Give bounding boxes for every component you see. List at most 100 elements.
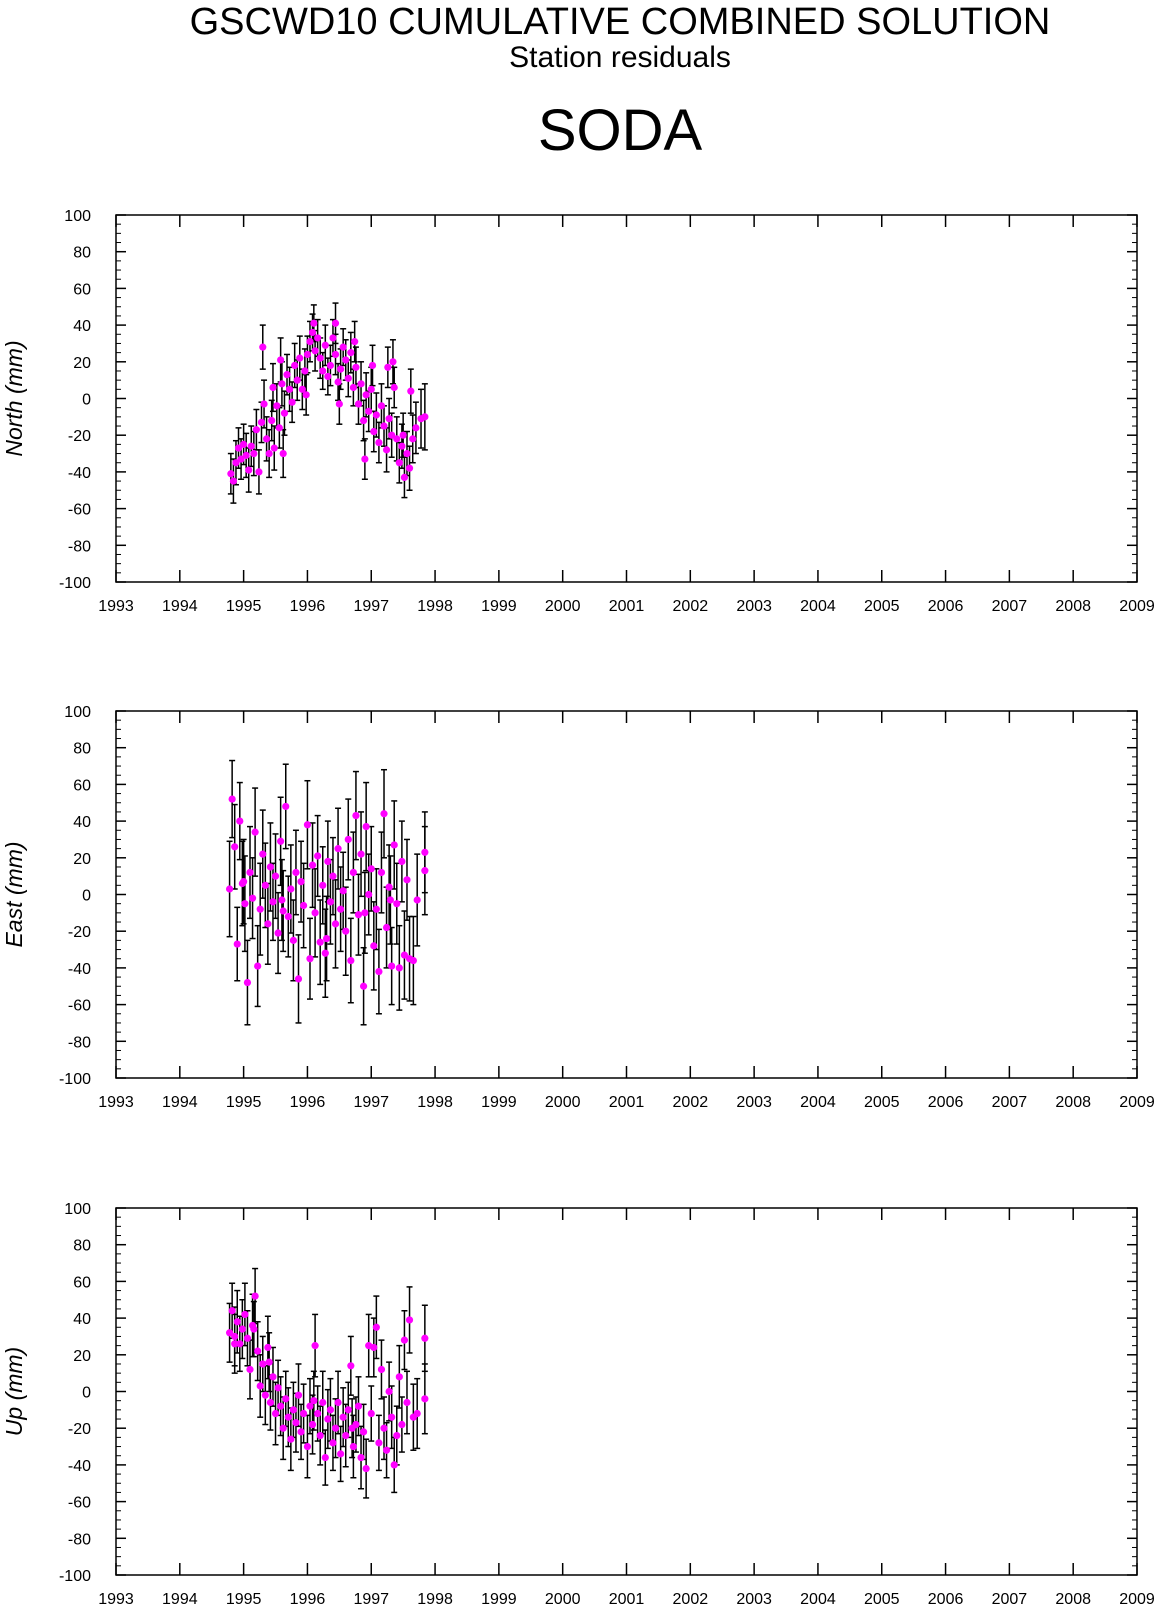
data-point bbox=[232, 459, 240, 467]
data-point bbox=[413, 896, 421, 904]
data-point bbox=[306, 338, 314, 346]
data-point bbox=[329, 872, 337, 880]
data-point bbox=[261, 881, 269, 889]
x-tick-label: 1999 bbox=[481, 1591, 517, 1608]
data-point bbox=[331, 1424, 340, 1432]
data-point bbox=[334, 845, 342, 853]
data-point bbox=[240, 440, 248, 448]
y-tick-label: -40 bbox=[68, 465, 91, 482]
data-point bbox=[264, 920, 272, 928]
data-point bbox=[279, 1424, 287, 1432]
data-point bbox=[399, 431, 407, 439]
data-point bbox=[337, 1450, 345, 1458]
data-point bbox=[347, 349, 355, 357]
data-point bbox=[393, 1431, 401, 1440]
y-tick-label: 0 bbox=[82, 888, 91, 905]
x-tick-label: 2007 bbox=[992, 1591, 1028, 1608]
x-tick-label: 2001 bbox=[609, 598, 645, 615]
data-point bbox=[412, 424, 420, 432]
x-tick-label: 1995 bbox=[226, 598, 262, 615]
data-point bbox=[321, 949, 329, 957]
data-point bbox=[380, 422, 388, 430]
data-point bbox=[370, 427, 378, 436]
data-point bbox=[256, 905, 264, 913]
data-point bbox=[367, 1409, 375, 1418]
y-tick-label: 40 bbox=[73, 814, 91, 831]
data-point bbox=[270, 444, 278, 452]
x-tick-label: 2004 bbox=[800, 598, 836, 615]
data-point bbox=[240, 878, 248, 886]
data-point bbox=[273, 402, 281, 410]
data-point bbox=[257, 418, 266, 426]
x-tick-label: 2000 bbox=[545, 1591, 581, 1608]
x-tick-label: 1995 bbox=[226, 1094, 262, 1111]
data-point bbox=[266, 863, 275, 871]
data-point bbox=[269, 898, 277, 906]
data-point bbox=[271, 872, 280, 880]
data-point bbox=[329, 1439, 337, 1447]
plot-frame bbox=[115, 214, 1138, 583]
data-point bbox=[331, 350, 340, 359]
data-point bbox=[289, 936, 297, 944]
data-point bbox=[362, 823, 370, 831]
data-point bbox=[367, 865, 375, 873]
data-point bbox=[367, 385, 375, 393]
data-point bbox=[403, 449, 411, 458]
data-point bbox=[421, 1395, 429, 1403]
data-point bbox=[308, 328, 317, 337]
data-point bbox=[361, 909, 369, 917]
data-point bbox=[228, 1307, 236, 1315]
data-point bbox=[259, 343, 267, 351]
data-point bbox=[326, 1406, 335, 1414]
data-point bbox=[375, 967, 383, 976]
data-point bbox=[298, 385, 306, 393]
y-tick-label: 40 bbox=[73, 1311, 91, 1328]
data-point bbox=[316, 1431, 324, 1440]
y-tick-label: -100 bbox=[59, 575, 91, 592]
data-point bbox=[277, 356, 285, 364]
data-point bbox=[388, 1413, 396, 1421]
data-point bbox=[359, 416, 368, 425]
data-point bbox=[334, 378, 342, 386]
data-point bbox=[246, 868, 254, 877]
data-point bbox=[370, 1343, 378, 1352]
data-point bbox=[306, 1402, 314, 1410]
data-point bbox=[277, 837, 285, 845]
y-tick-label: 0 bbox=[82, 1385, 91, 1402]
data-point bbox=[274, 1384, 282, 1392]
plot-frame bbox=[115, 710, 1138, 1079]
data-point bbox=[287, 1435, 295, 1443]
data-point bbox=[303, 821, 312, 829]
data-point bbox=[229, 477, 238, 485]
data-point bbox=[277, 1402, 285, 1410]
data-point bbox=[398, 857, 406, 866]
data-point bbox=[250, 449, 258, 458]
data-point bbox=[271, 1409, 280, 1418]
x-tick-label: 1996 bbox=[290, 598, 326, 615]
data-point bbox=[398, 442, 406, 450]
data-point bbox=[233, 940, 241, 948]
y-tick-label: 100 bbox=[64, 704, 91, 721]
data-point bbox=[421, 848, 429, 856]
data-point bbox=[342, 356, 350, 364]
y-tick-label: 20 bbox=[73, 851, 91, 868]
x-tick-label: 2008 bbox=[1055, 1591, 1091, 1608]
data-point bbox=[407, 387, 415, 395]
data-point bbox=[308, 1420, 317, 1429]
data-point bbox=[409, 435, 417, 443]
panel-up: 1993 1994 1995 1996 1997 1998 1999 2000 2001 2002… bbox=[1, 1201, 1155, 1608]
x-tick-label: 1995 bbox=[226, 1591, 262, 1608]
x-tick-label: 2008 bbox=[1055, 598, 1091, 615]
x-tick-label: 2001 bbox=[609, 1591, 645, 1608]
data-point bbox=[311, 347, 319, 355]
data-point bbox=[354, 1402, 363, 1410]
data-point bbox=[231, 843, 239, 851]
data-point bbox=[297, 878, 305, 886]
data-point bbox=[278, 896, 286, 904]
data-point bbox=[254, 962, 262, 970]
y-tick-label: 80 bbox=[73, 245, 91, 262]
data-point bbox=[310, 319, 318, 327]
data-point bbox=[245, 466, 253, 474]
x-tick-label: 2000 bbox=[545, 598, 581, 615]
data-point bbox=[349, 383, 357, 392]
